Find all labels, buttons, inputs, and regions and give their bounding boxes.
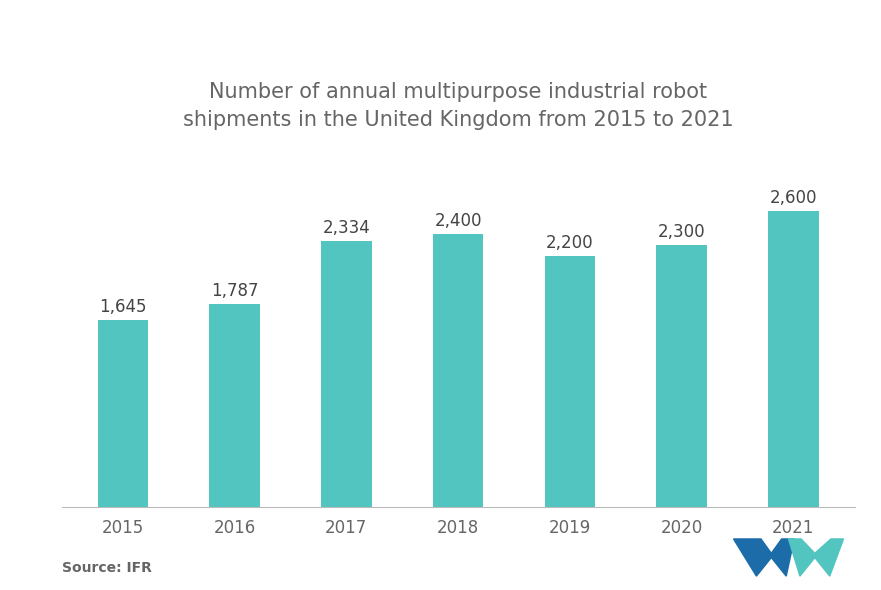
Text: 1,645: 1,645 (99, 298, 146, 316)
Bar (98, 320, 148, 507)
Bar (656, 245, 707, 507)
Text: 2,334: 2,334 (322, 219, 370, 237)
Polygon shape (788, 539, 843, 576)
Text: 2,400: 2,400 (434, 212, 482, 230)
Text: 2,200: 2,200 (546, 234, 594, 253)
Bar (433, 234, 484, 507)
Bar (210, 304, 260, 507)
Text: 1,787: 1,787 (211, 281, 258, 300)
Text: Source: IFR: Source: IFR (62, 561, 152, 575)
Title: Number of annual multipurpose industrial robot
shipments in the United Kingdom f: Number of annual multipurpose industrial… (183, 83, 733, 130)
Text: 2,300: 2,300 (658, 223, 706, 241)
Polygon shape (734, 539, 795, 576)
Bar (322, 241, 372, 507)
Bar (768, 211, 818, 507)
Text: 2,600: 2,600 (770, 189, 818, 207)
Bar (544, 257, 595, 507)
